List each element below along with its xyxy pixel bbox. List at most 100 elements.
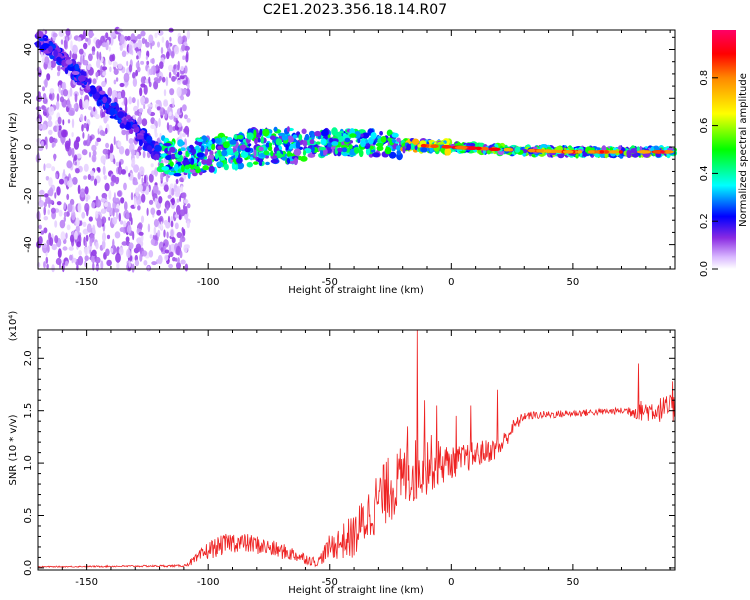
spectrogram-cell — [298, 134, 303, 141]
spectrogram-cell — [91, 51, 95, 56]
spectrogram-cell — [102, 71, 107, 76]
spectrogram-cell — [102, 148, 109, 155]
spectrogram-cell — [113, 79, 117, 85]
spectrogram-cell — [182, 80, 188, 86]
spectrogram-cell — [89, 87, 97, 95]
spectrogram-cell — [176, 262, 181, 270]
spectrogram-cell — [109, 66, 112, 73]
spectrogram-cell — [79, 98, 83, 109]
spectrogram-cell — [91, 154, 97, 163]
spectrogram-cell — [161, 36, 165, 43]
spectrogram-cell — [293, 157, 298, 166]
spectrogram-cell — [253, 149, 257, 157]
spectrogram-cell — [59, 96, 65, 103]
spectrogram-cell — [66, 160, 73, 169]
spectrogram-cell — [123, 96, 126, 105]
spectrogram-cell — [180, 185, 184, 193]
spectrogram-cell — [327, 142, 332, 148]
spectrogram-cell — [135, 187, 140, 197]
spectrogram-cell — [170, 153, 176, 160]
spectrogram-cell — [281, 135, 289, 141]
spectrogram-cell — [49, 237, 54, 247]
spectrogram-cell — [173, 172, 182, 177]
spectrogram-marks — [34, 26, 678, 273]
spectrogram-cell — [48, 177, 53, 187]
spectrogram-cell — [77, 202, 82, 213]
spectrogram-cell — [51, 244, 57, 251]
spectrogram-cell — [302, 150, 307, 156]
spectrogram-cell — [62, 246, 68, 251]
y-tick-label: -40 — [23, 236, 34, 252]
spectrogram-cell — [168, 171, 176, 176]
spectrogram-cell — [60, 89, 64, 96]
spectrogram-cell — [112, 61, 118, 68]
spectrogram-cell — [151, 261, 157, 266]
spectrogram-cell — [123, 117, 127, 126]
spectrogram-cell — [268, 142, 273, 147]
spectrogram-cell — [84, 240, 87, 247]
spectrogram-cell — [164, 254, 169, 261]
spectrogram-cell — [342, 147, 348, 153]
spectrogram-y-ticks: -40 -20 0 20 40 — [23, 36, 675, 270]
spectrogram-cell — [84, 186, 89, 195]
spectrogram-cell — [148, 199, 154, 205]
spectrogram-cell — [257, 137, 261, 143]
spectrogram-cell — [273, 126, 278, 132]
spectrogram-cell — [48, 45, 53, 53]
spectrogram-cell — [139, 166, 145, 176]
x-tick-label: 0 — [448, 577, 454, 588]
spectrogram-cell — [137, 184, 143, 192]
spectrogram-cell — [174, 201, 177, 207]
spectrogram-cell — [90, 175, 95, 181]
spectrogram-cell — [63, 211, 67, 217]
spectrogram-cell — [163, 142, 172, 147]
spectrogram-cell — [118, 145, 125, 155]
spectrogram-cell — [179, 75, 185, 80]
spectrogram-cell — [119, 34, 125, 45]
spectrogram-cell — [168, 244, 172, 253]
spectrogram-cell — [285, 144, 289, 151]
spectrogram-cell — [198, 161, 202, 167]
spectrogram-cell — [208, 141, 213, 145]
spectrogram-cell — [191, 148, 197, 155]
spectrogram-cell — [104, 182, 110, 192]
spectrogram-cell — [154, 32, 158, 38]
spectrogram-cell — [73, 154, 78, 161]
spectrogram-cell — [116, 261, 120, 270]
snr-border — [37, 329, 676, 571]
spectrogram-cell — [124, 104, 128, 114]
spectrogram-cell — [187, 84, 190, 89]
spectrogram-cell — [220, 156, 225, 161]
spectrogram-cell — [337, 147, 344, 153]
spectrogram-cell — [57, 116, 62, 125]
spectrogram-cell — [105, 32, 109, 39]
spectrogram-cell — [372, 152, 380, 158]
spectrogram-cell — [132, 123, 138, 129]
spectrogram-cell — [52, 32, 58, 38]
y-tick-label: 1.0 — [23, 455, 34, 471]
spectrogram-cell — [101, 80, 106, 88]
spectrogram-cell — [58, 30, 65, 37]
spectrogram-cell — [85, 99, 90, 108]
spectrogram-cell — [143, 84, 148, 95]
spectrogram-cell — [236, 134, 244, 140]
spectrogram-cell — [84, 255, 89, 262]
spectrogram-y-label: Frequency (Hz) — [8, 112, 19, 188]
spectrogram-cell — [53, 49, 58, 57]
spectrogram-cell — [596, 147, 601, 151]
spectrogram-cell — [180, 65, 184, 72]
spectrogram-cell — [54, 192, 57, 199]
spectrogram-cell — [287, 150, 291, 156]
spectrogram-cell — [166, 51, 170, 60]
spectrogram-cell — [379, 131, 383, 136]
spectrogram-cell — [177, 150, 183, 156]
spectrogram-cell — [231, 161, 235, 170]
spectrogram-cell — [75, 136, 81, 143]
spectrogram-cell — [181, 44, 186, 52]
spectrogram-cell — [88, 53, 93, 62]
spectrogram-cell — [43, 206, 46, 216]
spectrogram-cell — [582, 152, 588, 157]
spectrogram-cell — [365, 143, 370, 147]
colorbar-tick-label: 0.2 — [699, 213, 710, 229]
spectrogram-cell — [126, 60, 129, 67]
